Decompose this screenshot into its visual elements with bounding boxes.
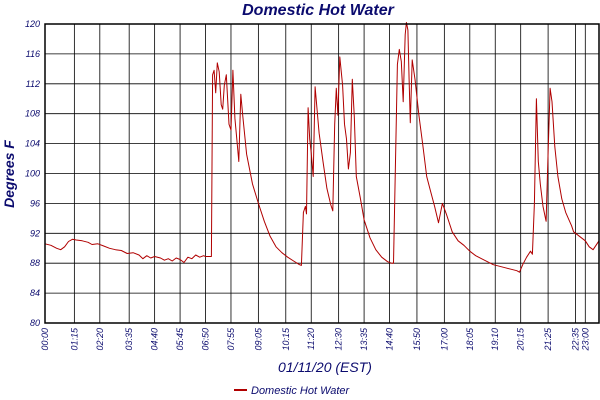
y-tick-label: 92 <box>30 228 40 238</box>
x-tick-label: 00:00 <box>40 328 50 351</box>
y-tick-label: 104 <box>25 139 40 149</box>
x-tick-label: 11:20 <box>306 328 316 350</box>
series-line-domestic-hot-water <box>44 22 600 273</box>
y-tick-label: 112 <box>26 79 40 89</box>
x-tick-label: 14:40 <box>385 328 395 351</box>
x-tick-label: 17:00 <box>439 328 449 351</box>
legend: Domestic Hot Water <box>234 385 351 397</box>
x-tick-label: 05:45 <box>175 327 185 351</box>
y-tick-label: 100 <box>25 169 40 179</box>
x-tick-label: 22:35 <box>571 327 581 352</box>
x-tick-label: 23:00 <box>580 328 590 352</box>
plot-frame <box>44 23 600 324</box>
y-tick-label: 88 <box>30 258 40 268</box>
y-tick-label: 84 <box>30 288 40 298</box>
x-tick-label: 09:05 <box>253 327 263 351</box>
x-tick-label: 12:30 <box>334 328 344 351</box>
x-tick-label: 04:40 <box>150 328 160 351</box>
x-tick-label: 20:15 <box>516 327 526 352</box>
x-tick-label: 10:15 <box>281 327 291 351</box>
x-tick-label: 06:50 <box>201 328 211 351</box>
x-axis-label: 01/11/20 (EST) <box>278 359 372 375</box>
x-tick-label: 13:35 <box>359 327 369 351</box>
y-tick-label: 96 <box>30 198 40 208</box>
x-tick-label: 07:55 <box>226 327 236 351</box>
x-tick-label: 21:25 <box>543 327 553 352</box>
y-tick-label: 80 <box>30 318 40 328</box>
x-axis-ticks: 00:00 01:15 02:20 03:35 04:40 05:45 06:50 07:55… <box>40 327 590 352</box>
legend-label: Domestic Hot Water <box>251 385 351 397</box>
x-tick-label: 03:35 <box>124 327 134 351</box>
y-tick-label: 116 <box>26 49 40 59</box>
y-axis-ticks: 80 84 88 92 96 100 104 108 112 116 120 <box>25 19 40 328</box>
chart-title: Domestic Hot Water <box>242 2 395 19</box>
y-axis-label: Degrees F <box>1 140 17 208</box>
x-tick-label: 02:20 <box>95 328 105 351</box>
x-tick-label: 19:10 <box>490 328 500 351</box>
x-tick-label: 18:05 <box>465 327 475 351</box>
y-tick-label: 120 <box>25 19 40 29</box>
y-tick-label: 108 <box>25 109 40 119</box>
x-tick-label: 01:15 <box>69 327 79 351</box>
x-tick-label: 15:50 <box>412 328 422 351</box>
